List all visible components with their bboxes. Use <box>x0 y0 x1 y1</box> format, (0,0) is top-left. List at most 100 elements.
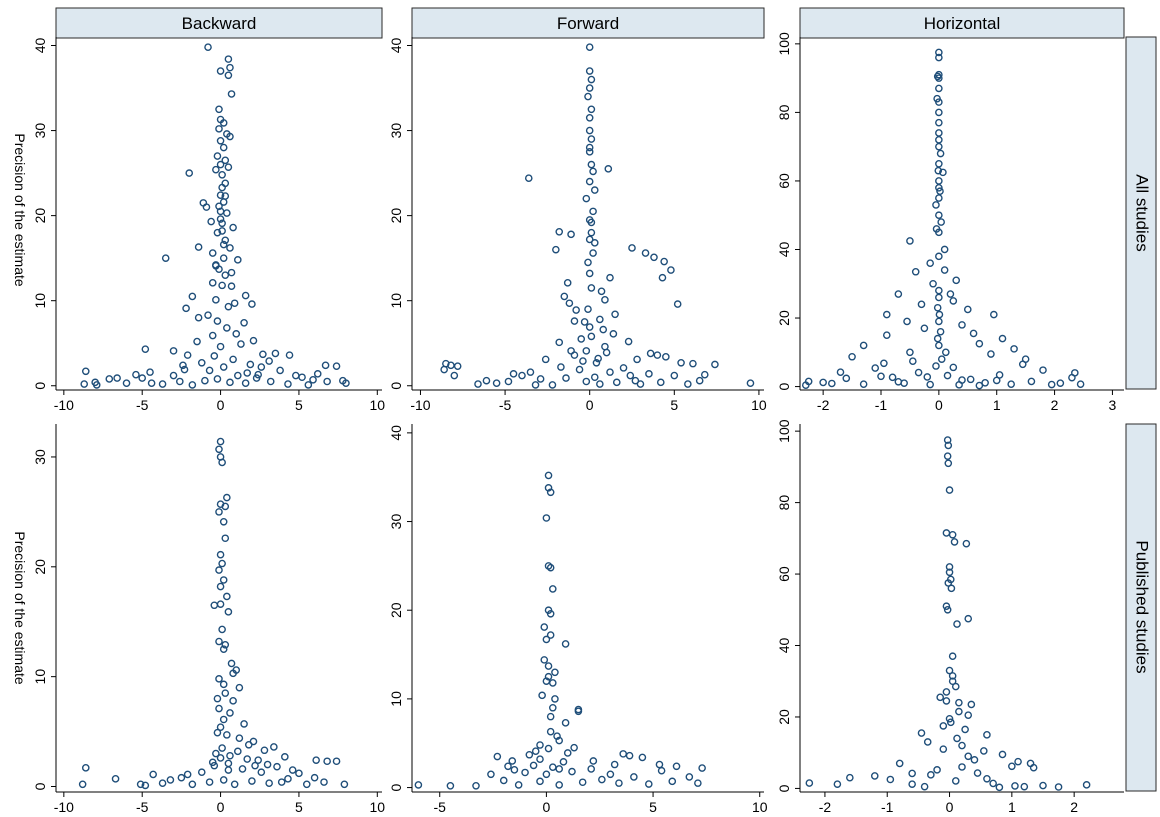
data-point <box>229 669 237 678</box>
column-strip-horizontal-box <box>799 7 1125 39</box>
data-point <box>937 218 945 226</box>
data-point <box>574 707 583 716</box>
data-point <box>332 757 341 766</box>
data-point <box>585 148 594 156</box>
data-point <box>524 174 533 182</box>
data-point <box>78 780 87 789</box>
data-point <box>987 350 995 358</box>
x-tick-label-horizontal-published: 2 <box>1070 799 1078 815</box>
data-point <box>685 773 694 781</box>
data-point <box>224 766 233 774</box>
data-point <box>1014 757 1022 766</box>
data-point <box>234 256 242 264</box>
data-point <box>221 192 230 200</box>
data-point <box>201 376 209 385</box>
data-point <box>945 714 954 723</box>
data-point <box>499 776 508 785</box>
data-point <box>871 364 880 372</box>
data-point <box>943 452 952 460</box>
data-point <box>578 778 587 787</box>
data-point <box>668 777 677 786</box>
x-tick-label-forward-all: -10 <box>410 397 430 413</box>
column-strip-forward-label: Forward <box>557 14 619 33</box>
data-point <box>606 368 614 376</box>
data-point <box>227 90 236 98</box>
data-point <box>219 680 228 689</box>
data-point <box>284 380 292 388</box>
data-point <box>238 765 247 773</box>
y-tick-label-horizontal-all: 40 <box>776 241 792 257</box>
data-point <box>942 529 951 537</box>
data-point <box>587 105 596 114</box>
y-tick-label-horizontal-published: 40 <box>776 638 792 654</box>
data-point <box>833 780 842 788</box>
data-point <box>561 719 570 727</box>
data-point <box>81 367 90 376</box>
data-point <box>414 781 423 789</box>
data-point <box>935 98 943 106</box>
data-point <box>549 763 557 771</box>
data-point <box>536 741 544 749</box>
data-point <box>594 354 602 363</box>
data-point <box>208 249 217 257</box>
x-tick-label-backward-published: 0 <box>217 799 225 815</box>
data-point <box>880 359 888 368</box>
data-point <box>859 380 868 388</box>
data-point <box>105 375 114 383</box>
data-point <box>254 370 262 379</box>
data-point <box>611 310 619 319</box>
data-point <box>551 668 559 677</box>
data-point <box>587 135 596 143</box>
data-point <box>937 355 946 363</box>
data-point <box>645 780 653 788</box>
data-point <box>487 770 495 779</box>
column-strip-backward-label: Backward <box>182 14 257 33</box>
data-point <box>585 43 594 52</box>
data-point <box>908 780 916 788</box>
data-point <box>939 168 947 177</box>
data-point <box>210 352 219 360</box>
data-point <box>606 770 615 779</box>
data-point <box>1029 763 1038 772</box>
data-point <box>653 351 662 359</box>
data-point <box>935 129 943 137</box>
data-point <box>285 351 294 359</box>
data-point <box>1007 380 1015 388</box>
data-point <box>926 259 934 267</box>
data-point <box>917 300 926 309</box>
data-point <box>224 302 233 311</box>
data-point <box>544 562 553 570</box>
data-point <box>223 592 231 601</box>
data-point <box>672 762 681 771</box>
data-point <box>240 720 248 728</box>
column-strip-forward-box <box>411 7 765 39</box>
y-tick-label-forward-all: 0 <box>388 382 404 390</box>
data-point <box>942 688 951 696</box>
data-point <box>226 751 234 760</box>
data-point <box>657 766 666 775</box>
data-point <box>224 163 233 171</box>
data-point <box>508 757 517 765</box>
data-point <box>963 305 972 314</box>
data-point <box>568 767 576 776</box>
data-point <box>504 377 513 386</box>
data-point <box>323 757 331 766</box>
data-point <box>936 187 944 196</box>
x-tick-label-horizontal-published: -1 <box>881 799 894 815</box>
data-point <box>572 306 580 314</box>
data-point <box>989 779 997 788</box>
data-point <box>169 371 178 380</box>
x-tick-label-horizontal-all: 2 <box>1051 397 1059 413</box>
data-point <box>213 152 222 160</box>
data-point <box>958 763 966 771</box>
data-point <box>555 338 564 347</box>
data-point <box>615 779 623 787</box>
data-point <box>257 768 266 777</box>
data-point <box>935 177 943 185</box>
x-tick-label-forward-published: 10 <box>752 799 768 815</box>
data-point <box>546 609 555 618</box>
data-point <box>204 43 212 52</box>
data-point <box>1027 377 1036 386</box>
data-point <box>158 380 167 388</box>
data-point <box>619 750 628 758</box>
